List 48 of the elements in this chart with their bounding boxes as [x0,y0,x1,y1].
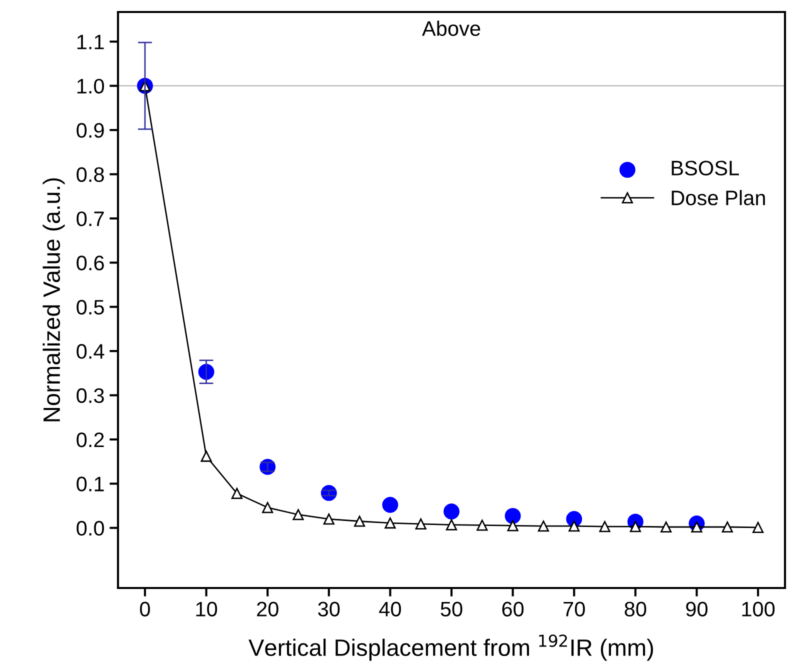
point [446,519,458,530]
y-tick-label: 0.6 [76,256,104,270]
point [660,521,672,533]
point [415,518,426,530]
y-tick-label: 0.4 [76,344,104,359]
point [262,502,274,514]
y-tick-label: 1.0 [77,78,104,94]
point [382,496,398,513]
point [507,520,518,532]
x-axis-title: Vertical Displacement from $^{192}$IR (mm) [248,634,654,661]
point [292,509,304,520]
x-tick-label: 50 [440,602,462,616]
x-tick-label: 20 [257,602,278,616]
y-tick-label: 0.7 [76,211,104,226]
x-tick-label: 80 [624,602,646,616]
legend-label: Dose Plan [672,190,765,206]
annotation: Above [422,20,480,36]
point [538,520,550,532]
y-tick-label: 0.2 [76,432,104,448]
x-tick-label: 60 [502,602,524,616]
y-tick-label: 0.0 [76,520,104,536]
point [444,504,460,520]
y-tick-label: 0.5 [76,300,104,315]
point [200,450,212,462]
x-tick-label: 100 [742,602,775,616]
point [568,520,580,532]
y-tick-label: 0.8 [76,167,104,182]
point [599,521,610,532]
x-tick-label: 70 [564,602,585,616]
point [722,521,733,533]
y-tick-label: 0.1 [76,476,104,492]
x-tick-label: 0 [140,602,150,616]
legend-label: BSOSL [672,160,739,176]
point [384,517,396,529]
point [354,516,366,527]
y-tick-label: 1.1 [77,34,104,50]
x-tick-label: 10 [196,602,218,616]
point [231,488,242,499]
x-tick-label: 40 [379,602,401,616]
y-tick-label: 0.3 [76,388,104,404]
y-tick-label: 0.9 [76,123,104,138]
point [476,520,488,531]
y-axis-title: Normalized Value (a.u.) [42,178,65,422]
x-tick-label: 90 [686,602,708,616]
x-tick-label: 30 [318,602,340,616]
point [323,513,334,525]
point [752,522,764,533]
point [504,508,521,524]
